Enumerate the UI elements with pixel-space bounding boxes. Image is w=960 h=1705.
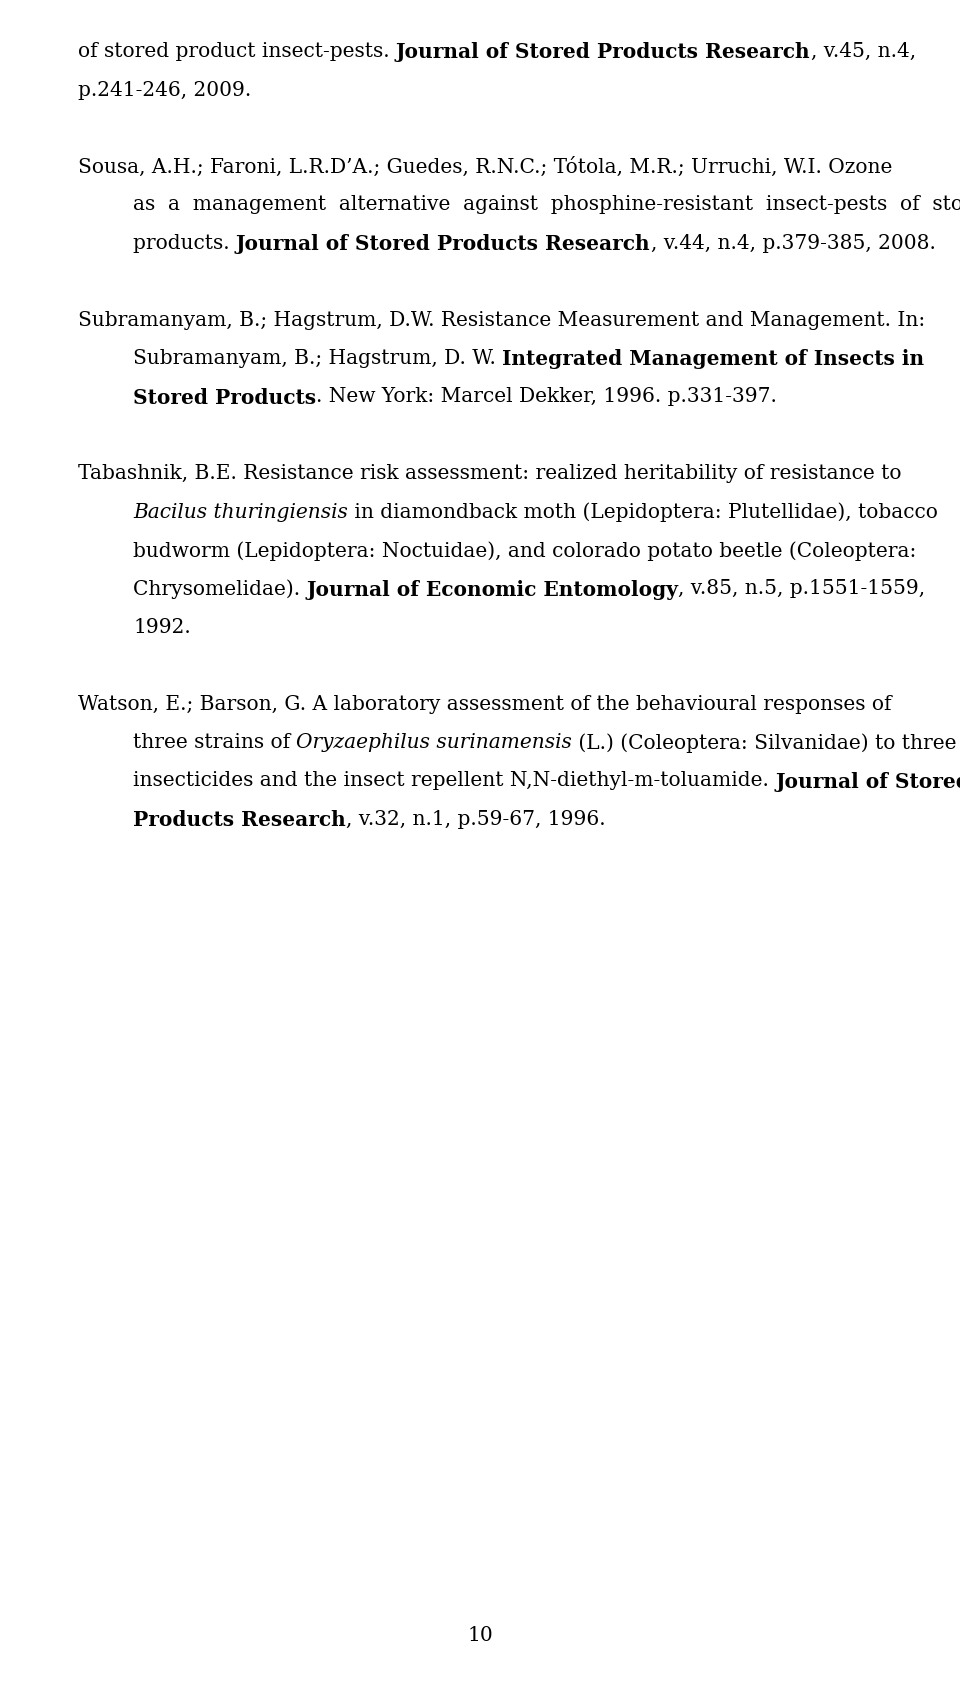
Text: Stored Products: Stored Products (133, 387, 316, 407)
Text: in diamondback moth (Lepidoptera: Plutellidae), tobacco: in diamondback moth (Lepidoptera: Plutel… (348, 503, 938, 522)
Text: Watson, E.; Barson, G. A laboratory assessment of the behavioural responses of: Watson, E.; Barson, G. A laboratory asse… (78, 694, 892, 713)
Text: 1992.: 1992. (133, 617, 191, 636)
Text: p.241-246, 2009.: p.241-246, 2009. (78, 80, 252, 99)
Text: Chrysomelidae).: Chrysomelidae). (133, 580, 306, 598)
Text: Tabashnik, B.E. Resistance risk assessment: realized heritability of resistance : Tabashnik, B.E. Resistance risk assessme… (78, 464, 901, 483)
Text: , v.45, n.4,: , v.45, n.4, (810, 43, 916, 61)
Text: Integrated Management of Insects in: Integrated Management of Insects in (502, 350, 924, 368)
Text: Sousa, A.H.; Faroni, L.R.D’A.; Guedes, R.N.C.; Tótola, M.R.; Urruchi, W.I. Ozone: Sousa, A.H.; Faroni, L.R.D’A.; Guedes, R… (78, 157, 893, 177)
Text: three strains of: three strains of (133, 733, 297, 752)
Text: . New York: Marcel Dekker, 1996. p.331-397.: . New York: Marcel Dekker, 1996. p.331-3… (316, 387, 777, 406)
Text: as  a  management  alternative  against  phosphine-resistant  insect-pests  of  : as a management alternative against phos… (133, 196, 960, 215)
Text: insecticides and the insect repellent N,N-diethyl-m-toluamide.: insecticides and the insect repellent N,… (133, 771, 776, 789)
Text: products.: products. (133, 234, 236, 252)
Text: , v.44, n.4, p.379-385, 2008.: , v.44, n.4, p.379-385, 2008. (651, 234, 935, 252)
Text: Journal of Economic Entomology: Journal of Economic Entomology (306, 580, 679, 598)
Text: (L.) (Coleoptera: Silvanidae) to three: (L.) (Coleoptera: Silvanidae) to three (572, 733, 957, 752)
Text: Subramanyam, B.; Hagstrum, D.W. Resistance Measurement and Management. In:: Subramanyam, B.; Hagstrum, D.W. Resistan… (78, 310, 925, 329)
Text: Subramanyam, B.; Hagstrum, D. W.: Subramanyam, B.; Hagstrum, D. W. (133, 350, 502, 368)
Text: of stored product insect-pests.: of stored product insect-pests. (78, 43, 396, 61)
Text: Products Research: Products Research (133, 810, 346, 830)
Text: Journal of Stored: Journal of Stored (776, 771, 960, 791)
Text: , v.85, n.5, p.1551-1559,: , v.85, n.5, p.1551-1559, (679, 580, 925, 598)
Text: Journal of Stored Products Research: Journal of Stored Products Research (396, 43, 810, 61)
Text: Bacilus thuringiensis: Bacilus thuringiensis (133, 503, 348, 522)
Text: Journal of Stored Products Research: Journal of Stored Products Research (236, 234, 651, 254)
Text: Oryzaephilus surinamensis: Oryzaephilus surinamensis (297, 733, 572, 752)
Text: 10: 10 (468, 1625, 492, 1645)
Text: , v.32, n.1, p.59-67, 1996.: , v.32, n.1, p.59-67, 1996. (346, 810, 606, 829)
Text: budworm (Lepidoptera: Noctuidae), and colorado potato beetle (Coleoptera:: budworm (Lepidoptera: Noctuidae), and co… (133, 540, 917, 561)
